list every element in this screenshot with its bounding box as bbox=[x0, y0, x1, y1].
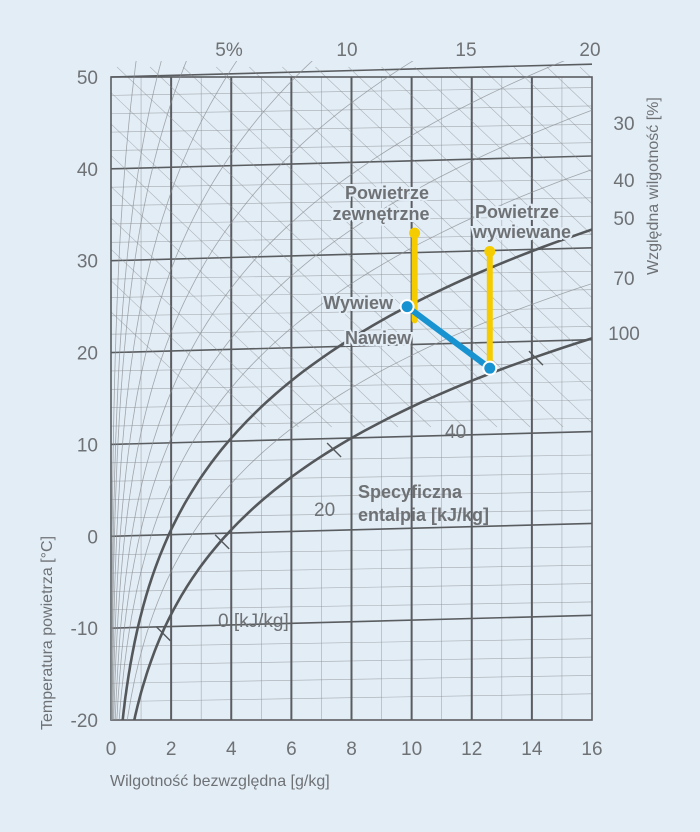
grid-line-enthalpy bbox=[249, 66, 592, 393]
grid-line-enthalpy bbox=[149, 66, 531, 428]
rh-label: 30 bbox=[613, 114, 634, 135]
rh-curve bbox=[118, 169, 592, 720]
grid-line-enthalpy bbox=[111, 217, 332, 428]
enthalpy-tick-mark bbox=[528, 350, 544, 366]
grid-line-enthalpy bbox=[111, 248, 299, 428]
rh-curve bbox=[111, 61, 238, 720]
curve-layer bbox=[111, 61, 592, 720]
grid-line-enthalpy bbox=[414, 66, 592, 236]
point-marker-blue bbox=[399, 299, 415, 315]
grid-line-enthalpy bbox=[513, 66, 592, 142]
label-wywiew: Wywiew bbox=[323, 293, 394, 313]
grid-line-enthalpy bbox=[381, 66, 592, 267]
enthalpy-tick-mark bbox=[326, 442, 342, 458]
y-tick-label: -10 bbox=[71, 619, 98, 640]
process-line-blue bbox=[404, 303, 493, 372]
grid-line-enthalpy bbox=[111, 123, 432, 428]
grid-line-temperature-major bbox=[111, 614, 592, 629]
enthalpy-tick-mark bbox=[155, 626, 171, 642]
point-marker-yellow bbox=[409, 227, 421, 239]
rh-curve bbox=[126, 283, 592, 720]
grid-line-enthalpy bbox=[182, 66, 564, 428]
label-powietrze-zewnetrzne-line1: Powietrze bbox=[345, 183, 429, 203]
enthalpy-label: 20 bbox=[314, 500, 335, 521]
label-powietrze-zewnetrzne-line2: zewnętrzne bbox=[332, 204, 429, 224]
plot-frame bbox=[110, 76, 593, 721]
y-tick-label: 40 bbox=[77, 160, 98, 181]
x-tick-label: 6 bbox=[286, 739, 297, 760]
x-tick-label: 2 bbox=[166, 739, 177, 760]
y-tick-label: 0 bbox=[87, 527, 98, 548]
rh-curve-emphasized bbox=[133, 337, 592, 720]
rh-curve bbox=[114, 61, 565, 720]
y-tick-label: 10 bbox=[77, 435, 98, 456]
grid-line-enthalpy bbox=[216, 66, 592, 424]
rh-curve-emphasized bbox=[121, 228, 592, 720]
x-tick-label: 12 bbox=[461, 739, 482, 760]
rh-label: 50 bbox=[613, 209, 634, 230]
rh-label: 100 bbox=[608, 324, 640, 345]
rh-curve bbox=[113, 61, 414, 720]
data-layer bbox=[399, 227, 498, 376]
grid-line-enthalpy bbox=[111, 154, 399, 428]
enthalpy-title-line1: Specyficzna bbox=[358, 482, 463, 502]
point-marker-yellow bbox=[484, 246, 496, 258]
y-axis-title: Temperatura powietrza [°C] bbox=[39, 536, 56, 730]
grid-line-enthalpy bbox=[111, 92, 465, 428]
grid-line-enthalpy bbox=[480, 66, 592, 173]
right-axis-title: Względna wilgotność [%] bbox=[645, 97, 662, 275]
label-nawiew: Nawiew bbox=[345, 328, 412, 348]
grid-line-enthalpy bbox=[111, 186, 365, 428]
x-tick-label: 10 bbox=[401, 739, 422, 760]
grid-line-temperature-major bbox=[111, 155, 592, 170]
x-tick-label: 14 bbox=[521, 739, 543, 760]
text-layer: Wilgotność bezwzględna [g/kg] Temperatur… bbox=[39, 40, 662, 790]
grid-line-enthalpy bbox=[282, 66, 592, 361]
y-tick-label: 50 bbox=[77, 68, 98, 89]
y-tick-label: 30 bbox=[77, 252, 98, 273]
grid-line-temperature-major bbox=[111, 522, 592, 538]
top-tick-label: 10 bbox=[336, 40, 357, 61]
grid-line-enthalpy bbox=[315, 66, 592, 330]
rh-curve bbox=[111, 61, 162, 720]
grid-line-temperature-major bbox=[111, 247, 592, 262]
rh-curve bbox=[111, 61, 187, 720]
rh-curve bbox=[112, 61, 313, 720]
x-tick-label: 16 bbox=[581, 739, 602, 760]
y-tick-label: 20 bbox=[77, 344, 98, 365]
x-tick-label: 0 bbox=[106, 739, 117, 760]
grid-line-enthalpy bbox=[111, 311, 233, 428]
top-tick-label: 15 bbox=[455, 40, 476, 61]
rh-curve bbox=[116, 109, 592, 720]
top-tick-label: 20 bbox=[579, 40, 600, 61]
point-marker-blue bbox=[482, 360, 498, 376]
enthalpy-label: 40 bbox=[445, 422, 466, 443]
rh-curve bbox=[111, 61, 137, 720]
x-axis-title: Wilgotność bezwzględna [g/kg] bbox=[110, 773, 330, 790]
enthalpy-tick-mark bbox=[214, 534, 230, 550]
grid-line-enthalpy bbox=[447, 66, 592, 205]
grid-line-enthalpy bbox=[116, 66, 498, 428]
enthalpy-title-line2: entalpia [kJ/kg] bbox=[358, 505, 489, 525]
label-powietrze-wywiewane-line1: Powietrze bbox=[475, 202, 559, 222]
grid-line-enthalpy bbox=[111, 280, 266, 428]
rh-label: 70 bbox=[613, 269, 634, 290]
label-powietrze-wywiewane-line2: wywiewane bbox=[472, 222, 571, 242]
rh-label: 40 bbox=[613, 171, 634, 192]
x-tick-label: 4 bbox=[226, 739, 237, 760]
grid-layer bbox=[110, 63, 593, 721]
enthalpy-label: 0 [kJ/kg] bbox=[218, 611, 289, 632]
top-tick-label: 5% bbox=[215, 40, 243, 61]
y-tick-label: -20 bbox=[71, 711, 98, 732]
grid-line-enthalpy bbox=[348, 66, 592, 299]
x-tick-label: 8 bbox=[346, 739, 357, 760]
